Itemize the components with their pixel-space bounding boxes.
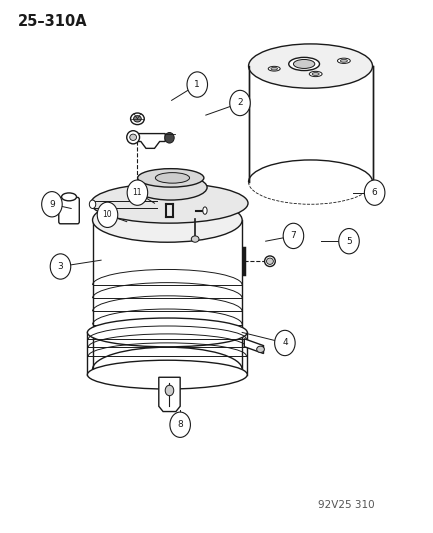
- Text: 11: 11: [132, 188, 142, 197]
- Circle shape: [187, 72, 207, 97]
- Ellipse shape: [61, 193, 77, 201]
- Circle shape: [42, 191, 62, 217]
- Text: 4: 4: [282, 338, 288, 348]
- Text: 3: 3: [58, 262, 63, 271]
- Ellipse shape: [134, 175, 207, 200]
- Ellipse shape: [138, 168, 204, 187]
- Circle shape: [50, 254, 71, 279]
- Text: 6: 6: [372, 188, 378, 197]
- Ellipse shape: [191, 236, 199, 242]
- Ellipse shape: [87, 318, 247, 347]
- Ellipse shape: [309, 71, 322, 77]
- Text: 10: 10: [103, 211, 112, 219]
- Ellipse shape: [271, 67, 278, 70]
- Ellipse shape: [203, 207, 207, 214]
- FancyBboxPatch shape: [59, 197, 79, 224]
- Ellipse shape: [131, 113, 144, 125]
- Ellipse shape: [87, 360, 247, 389]
- Polygon shape: [159, 377, 180, 411]
- Polygon shape: [249, 66, 372, 182]
- Ellipse shape: [257, 346, 265, 352]
- Polygon shape: [87, 333, 247, 375]
- Ellipse shape: [91, 183, 248, 223]
- Ellipse shape: [127, 131, 139, 144]
- Text: 8: 8: [177, 420, 183, 429]
- Circle shape: [165, 385, 174, 395]
- Ellipse shape: [133, 116, 141, 122]
- Circle shape: [275, 330, 295, 356]
- Polygon shape: [244, 339, 264, 353]
- Text: 7: 7: [291, 231, 296, 240]
- Ellipse shape: [130, 134, 136, 140]
- Text: 2: 2: [237, 99, 243, 108]
- Text: 92V25 310: 92V25 310: [318, 500, 375, 510]
- Ellipse shape: [340, 59, 347, 62]
- Ellipse shape: [266, 258, 273, 264]
- Ellipse shape: [289, 58, 320, 70]
- Ellipse shape: [155, 173, 190, 183]
- Polygon shape: [93, 220, 242, 369]
- Circle shape: [283, 223, 304, 248]
- Ellipse shape: [165, 133, 174, 143]
- Circle shape: [170, 412, 191, 438]
- Text: 1: 1: [194, 80, 200, 89]
- Ellipse shape: [89, 200, 96, 208]
- Text: 9: 9: [49, 200, 55, 209]
- Text: 25–310A: 25–310A: [18, 14, 87, 29]
- Circle shape: [365, 180, 385, 205]
- Ellipse shape: [337, 58, 350, 63]
- Circle shape: [97, 202, 118, 228]
- Ellipse shape: [93, 198, 242, 242]
- Ellipse shape: [265, 256, 275, 266]
- Text: 5: 5: [346, 237, 352, 246]
- Circle shape: [339, 229, 359, 254]
- Polygon shape: [129, 134, 165, 148]
- Circle shape: [230, 90, 250, 116]
- Ellipse shape: [268, 66, 280, 71]
- Ellipse shape: [294, 60, 315, 68]
- Ellipse shape: [312, 72, 319, 76]
- Circle shape: [127, 180, 148, 205]
- Ellipse shape: [249, 44, 372, 88]
